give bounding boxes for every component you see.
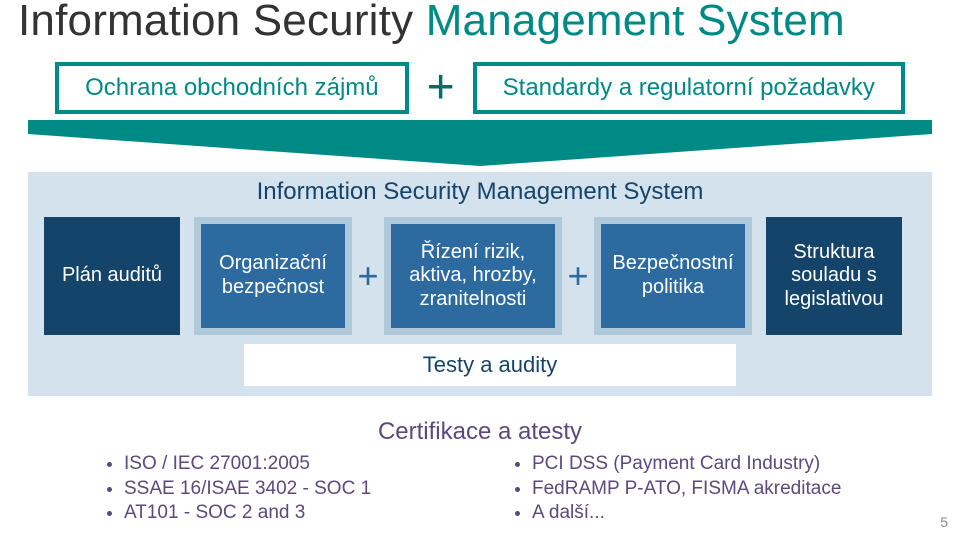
- title-part2: Management System: [426, 0, 845, 45]
- tests-audits-band: Testy a audity: [244, 344, 736, 386]
- tile-label: Strukturasouladu slegislativou: [785, 241, 884, 312]
- tile-label: Řízení rizik,aktiva, hrozby,zranitelnost…: [409, 241, 536, 312]
- list-item: ISO / IEC 27001:2005: [124, 452, 512, 477]
- list-item: PCI DSS (Payment Card Industry): [532, 452, 920, 477]
- cert-lists: ISO / IEC 27001:2005 SSAE 16/ISAE 3402 -…: [104, 452, 920, 530]
- tile-label: Organizačníbezpečnost: [219, 252, 327, 299]
- list-item: A další...: [532, 501, 920, 526]
- box-business-protection: Ochrana obchodních zájmů: [55, 62, 409, 114]
- diagram-title: Information Security Management System: [28, 178, 932, 206]
- page-number: 5: [940, 514, 948, 530]
- plus-icon: +: [562, 258, 594, 294]
- diagram-tiles: Plán auditů Organizačníbezpečnost + Říze…: [44, 216, 916, 336]
- tile-compliance: Strukturasouladu slegislativou: [766, 217, 902, 335]
- list-item: SSAE 16/ISAE 3402 - SOC 1: [124, 477, 512, 502]
- chevron-icon: [28, 120, 932, 166]
- cert-col-left: ISO / IEC 27001:2005 SSAE 16/ISAE 3402 -…: [104, 452, 512, 530]
- cert-title: Certifikace a atesty: [0, 418, 960, 446]
- isms-diagram: Information Security Management System P…: [28, 172, 932, 396]
- top-row: Ochrana obchodních zájmů + Standardy a r…: [0, 62, 960, 114]
- box-standards: Standardy a regulatorní požadavky: [473, 62, 905, 114]
- page-title: Information Security Management System: [18, 0, 845, 44]
- chevron-divider: [28, 120, 932, 166]
- list-item: AT101 - SOC 2 and 3: [124, 501, 512, 526]
- tile-org-security: Organizačníbezpečnost: [194, 217, 352, 335]
- tile-security-policy: Bezpečnostnípolitika: [594, 217, 752, 335]
- plus-icon: +: [427, 64, 455, 112]
- tile-risk-mgmt: Řízení rizik,aktiva, hrozby,zranitelnost…: [384, 217, 562, 335]
- tile-audit-plan: Plán auditů: [44, 217, 180, 335]
- title-part1: Information Security: [18, 0, 426, 45]
- plus-icon: +: [352, 258, 384, 294]
- tile-label: Plán auditů: [62, 264, 162, 288]
- list-item: FedRAMP P-ATO, FISMA akreditace: [532, 477, 920, 502]
- cert-col-right: PCI DSS (Payment Card Industry) FedRAMP …: [512, 452, 920, 530]
- tile-label: Bezpečnostnípolitika: [612, 252, 733, 299]
